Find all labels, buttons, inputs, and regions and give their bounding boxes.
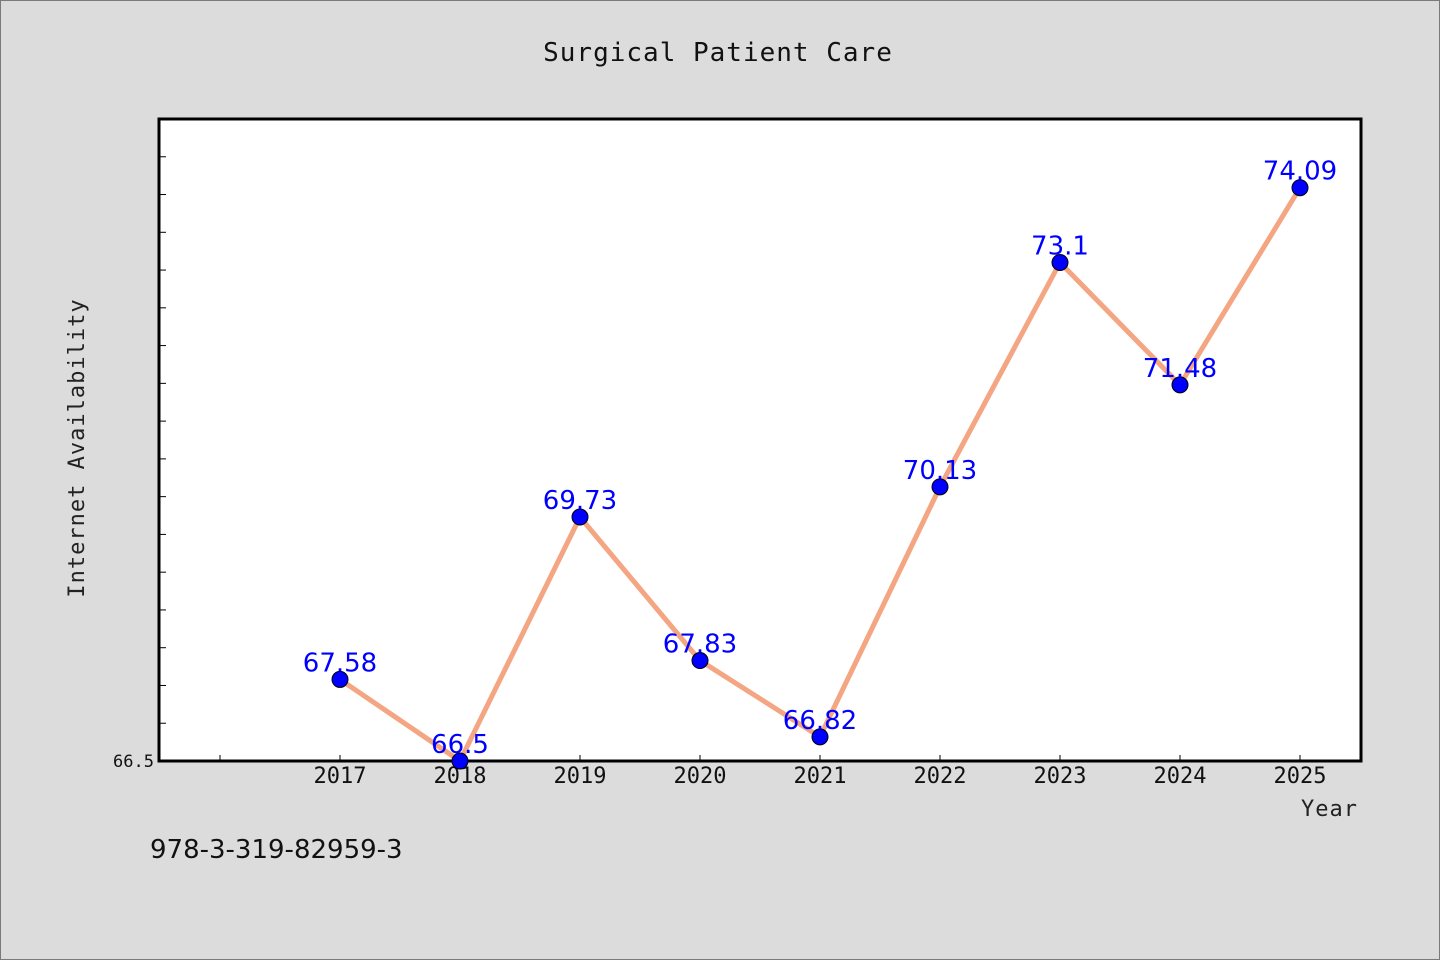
chart-title: Surgical Patient Care — [543, 38, 893, 68]
series-line-segment — [577, 514, 703, 664]
x-axis-label: Year — [1301, 797, 1358, 822]
series-line-segment — [457, 514, 583, 764]
isbn-text: 978-3-319-82959-3 — [150, 835, 403, 865]
data-labels: 67.58 66.5 69.73 67.83 66.82 70.13 73.1 71.48 74… — [303, 157, 1337, 760]
series-line-segment — [817, 484, 943, 740]
data-label: 67.83 — [663, 630, 737, 660]
x-tick-label: 2022 — [914, 764, 967, 789]
x-tick-label: 2023 — [1034, 764, 1087, 789]
data-label: 73.1 — [1031, 232, 1089, 262]
data-markers — [331, 179, 1309, 770]
data-point — [931, 478, 949, 496]
x-tick-label: 2019 — [554, 764, 607, 789]
series-line-segment — [337, 676, 463, 764]
x-tick-label: 2020 — [674, 764, 727, 789]
x-tick-label: 2025 — [1274, 764, 1327, 789]
data-point — [1291, 179, 1309, 197]
y-axis-ticks — [159, 156, 166, 724]
y-tick-label: 66.5 — [113, 752, 154, 772]
x-tick-label: 2024 — [1154, 764, 1207, 789]
y-axis-label: Internet Availability — [65, 298, 90, 597]
data-label: 71.48 — [1143, 354, 1217, 384]
series-line-segment — [697, 658, 823, 740]
x-tick-label: 2017 — [314, 764, 367, 789]
series-line-segment — [937, 260, 1063, 490]
series-lines — [337, 185, 1303, 764]
data-label: 70.13 — [903, 456, 977, 486]
x-tick-label: 2021 — [794, 764, 847, 789]
data-label: 74.09 — [1263, 157, 1337, 187]
data-point — [451, 752, 469, 770]
data-point — [331, 670, 349, 688]
data-label: 67.58 — [303, 648, 377, 678]
data-point — [1171, 376, 1189, 394]
series-line-segment — [1057, 260, 1183, 388]
data-point — [571, 508, 589, 526]
data-label: 66.5 — [431, 730, 489, 760]
x-axis-tick-labels: 2017 2018 2019 2020 2021 2022 2023 2024 2025 — [314, 764, 1327, 789]
data-label: 66.82 — [783, 706, 857, 736]
data-point — [1051, 254, 1069, 272]
series-line-segment — [1177, 185, 1303, 388]
data-point — [811, 728, 829, 746]
data-point — [691, 652, 709, 670]
y-axis-tick-labels: 66.5 — [113, 752, 154, 772]
data-label: 69.73 — [543, 486, 617, 516]
plot-area — [157, 117, 1363, 763]
